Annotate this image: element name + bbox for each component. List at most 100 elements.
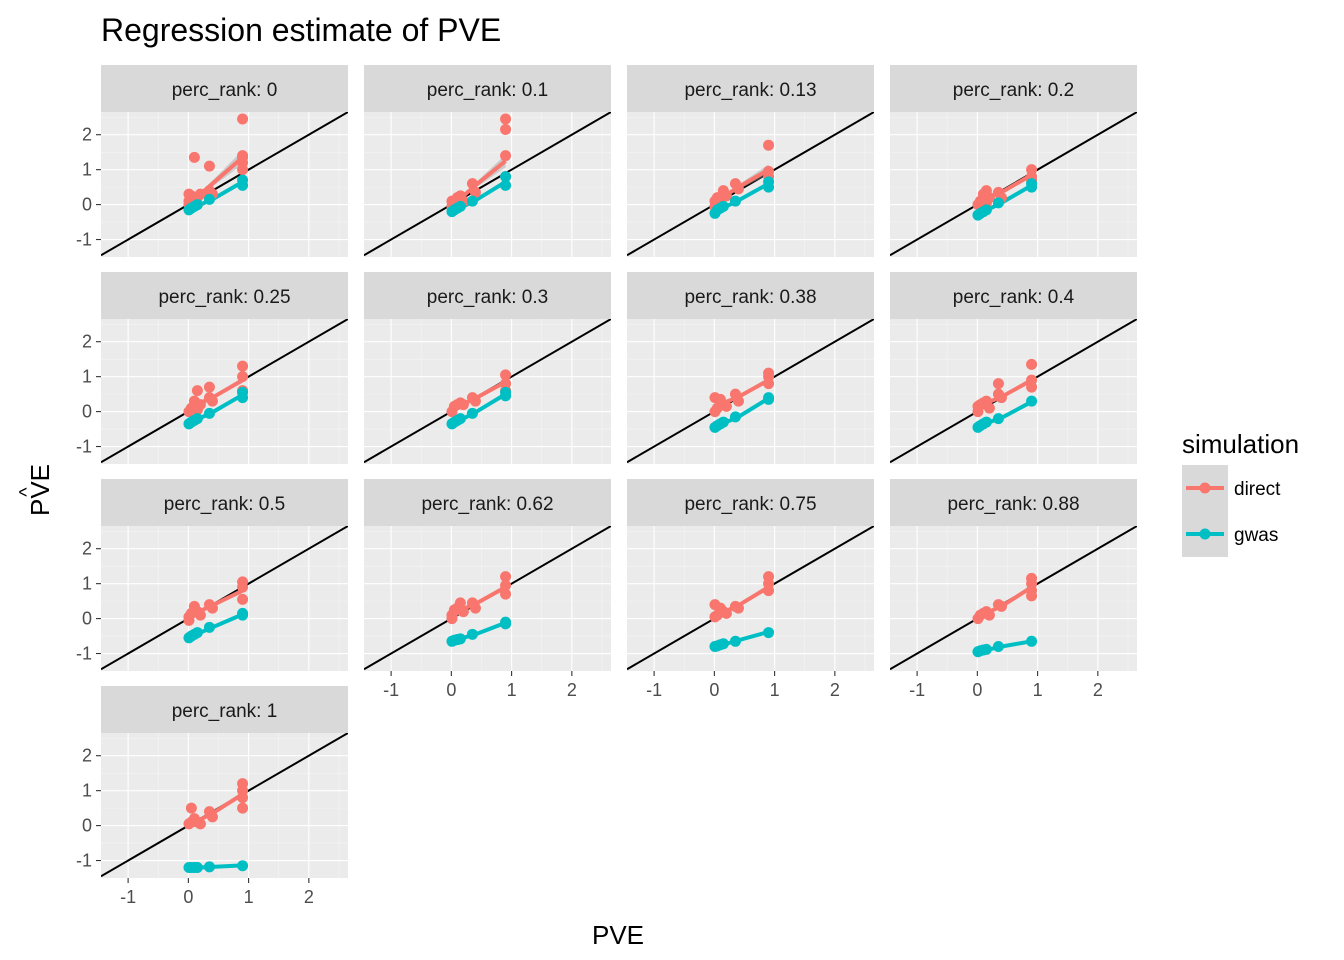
facet-strip [101, 272, 348, 319]
facet-panel: perc_rank: 0.1 [364, 65, 611, 257]
facet-panel: perc_rank: 0.62 -1 0 1 2 [364, 479, 611, 700]
y-tick-label: -1 [76, 437, 92, 457]
facet-strip-label: perc_rank: 0.3 [427, 287, 548, 308]
panel-data [364, 112, 611, 257]
direct-point [194, 188, 206, 200]
chart-title: Regression estimate of PVE [101, 12, 501, 48]
direct-point [188, 151, 200, 163]
panel-data [101, 526, 348, 671]
direct-point [206, 811, 218, 823]
gwas-point [717, 200, 729, 212]
y-tick-label: 0 [82, 402, 92, 422]
facet-panel: perc_rank: 1 -1 0 1 2 -1 0 1 2 [76, 686, 348, 907]
direct-point [732, 183, 744, 195]
facet-strip-label: perc_rank: 0.62 [421, 494, 553, 515]
direct-point [720, 607, 732, 619]
facet-strip [627, 272, 874, 319]
direct-point [763, 378, 775, 390]
legend-label-direct: direct [1234, 479, 1281, 500]
facet-strip [101, 686, 348, 733]
facet-panel: perc_rank: 0.4 [890, 272, 1137, 464]
direct-point [500, 113, 512, 125]
direct-point [194, 609, 206, 621]
panel-data [364, 526, 611, 671]
gwas-point [1026, 395, 1038, 407]
facet-strip [364, 479, 611, 526]
direct-point [237, 371, 249, 383]
direct-point [500, 571, 512, 583]
y-tick-label: 0 [82, 195, 92, 215]
direct-point [995, 600, 1007, 612]
facet-strip [101, 65, 348, 112]
direct-point [500, 123, 512, 135]
gwas-point [191, 862, 203, 874]
gwas-point [191, 413, 203, 425]
panel-data [101, 112, 348, 257]
panel-data [890, 319, 1137, 464]
direct-point [469, 395, 481, 407]
facet-strip-label: perc_rank: 0.5 [164, 494, 285, 515]
facet-strip [890, 65, 1137, 112]
x-tick-label: 0 [972, 680, 982, 700]
y-tick-label: -1 [76, 851, 92, 871]
direct-point [457, 606, 469, 618]
facet-strip [890, 272, 1137, 319]
y-axis-title: PVE [25, 464, 55, 516]
legend: simulation direct gwas [1182, 429, 1299, 557]
x-tick-label: 1 [1033, 680, 1043, 700]
facet-strip-label: perc_rank: 0 [172, 80, 278, 101]
direct-point [1026, 590, 1038, 602]
direct-point [500, 588, 512, 600]
direct-point [720, 190, 732, 202]
panel-data [627, 112, 874, 257]
x-tick-label: -1 [120, 887, 136, 907]
facet-strip [627, 65, 874, 112]
facet-strip-label: perc_rank: 0.75 [684, 494, 816, 515]
facet-strip [627, 479, 874, 526]
facet-strip-label: perc_rank: 0.13 [684, 80, 816, 101]
y-tick-label: 0 [82, 609, 92, 629]
facet-strip-label: perc_rank: 0.1 [427, 80, 548, 101]
facet-strip-label: perc_rank: 0.38 [684, 287, 816, 308]
legend-point-direct [1199, 482, 1211, 494]
gwas-point [466, 407, 478, 419]
gwas-point [237, 174, 249, 186]
y-tick-label: 1 [82, 781, 92, 801]
direct-point [185, 802, 197, 814]
facet-panel: perc_rank: 0.13 [627, 65, 874, 257]
gwas-point [466, 195, 478, 207]
direct-point [237, 581, 249, 593]
legend-label-gwas: gwas [1234, 525, 1278, 546]
x-tick-label: 2 [304, 887, 314, 907]
direct-point [732, 602, 744, 614]
direct-point [237, 593, 249, 605]
gwas-point [992, 197, 1004, 209]
direct-point [203, 160, 215, 172]
panel-data [101, 319, 348, 464]
gwas-point [237, 386, 249, 398]
panel-data [890, 526, 1137, 671]
facet-panel: perc_rank: 0.2 [890, 65, 1137, 257]
direct-point [469, 186, 481, 198]
direct-point [454, 597, 466, 609]
panel-data [627, 526, 874, 671]
facet-strip-label: perc_rank: 0.2 [953, 80, 1074, 101]
x-tick-label: 0 [183, 887, 193, 907]
gwas-point [454, 200, 466, 212]
gwas-point [992, 641, 1004, 653]
direct-point [194, 399, 206, 411]
y-axis-title-hat: ^ [16, 487, 38, 497]
x-tick-label: -1 [646, 680, 662, 700]
direct-point [457, 399, 469, 411]
direct-point [237, 360, 249, 372]
panel-data [364, 319, 611, 464]
facet-panel: perc_rank: 0.88 -1 0 1 2 [890, 479, 1137, 700]
y-tick-label: 1 [82, 367, 92, 387]
identity-reference-line [364, 112, 611, 257]
direct-point [469, 602, 481, 614]
gwas-point [500, 179, 512, 191]
x-tick-label: 2 [567, 680, 577, 700]
direct-point [1026, 381, 1038, 393]
gwas-point [717, 416, 729, 428]
